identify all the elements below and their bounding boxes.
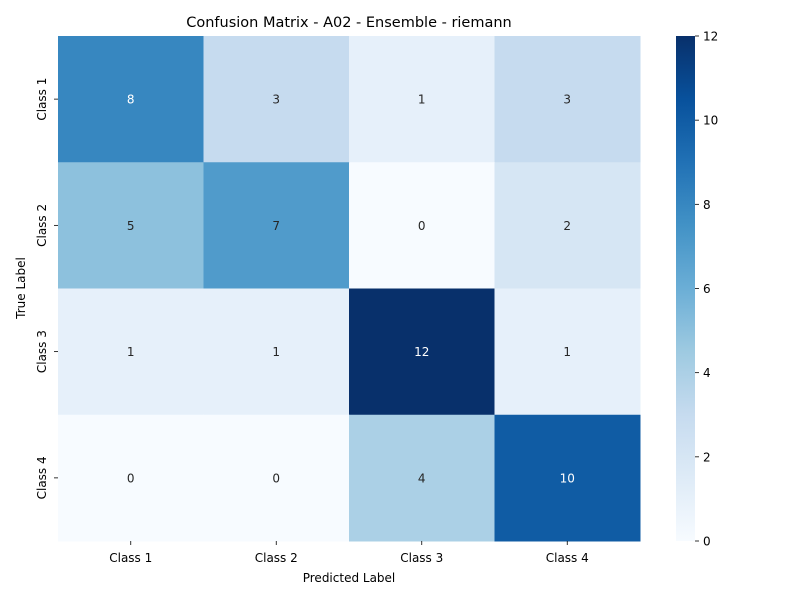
heatmap-cell	[494, 162, 641, 289]
colorbar-tick-label: 10	[703, 114, 718, 128]
x-tick-label: Class 3	[400, 551, 443, 565]
heatmap-cell	[203, 162, 350, 289]
y-axis-ticks: Class 1 Class 2 Class 3 Class 4	[35, 78, 58, 499]
colorbar-tick-label: 2	[703, 450, 711, 464]
cell-value-label: 4	[418, 471, 426, 485]
cell-value-label: 12	[414, 345, 429, 359]
heatmap-cell	[203, 414, 350, 542]
heatmap-cell-labels: 8 3 1 35 7 0 21 1 12 10 0 4 10	[127, 93, 575, 486]
heatmap-cell	[58, 288, 204, 416]
cell-value-label: 5	[127, 219, 135, 233]
colorbar-ticks: 0 2 4 6 8 10 12	[695, 30, 718, 549]
y-tick-label: Class 4	[35, 456, 49, 499]
colorbar	[676, 36, 695, 541]
colorbar-tick-label: 8	[703, 198, 711, 212]
colorbar-tick-label: 12	[703, 30, 718, 44]
heatmap-cell	[58, 162, 204, 289]
cell-value-label: 1	[563, 345, 571, 359]
colorbar-tick-label: 6	[703, 282, 711, 296]
heatmap-cells	[58, 36, 641, 542]
heatmap-cell	[349, 288, 495, 416]
cell-value-label: 7	[272, 219, 280, 233]
y-tick-label: Class 2	[35, 204, 49, 247]
colorbar-tick-label: 0	[703, 535, 711, 549]
heatmap-cell	[494, 288, 641, 416]
cell-value-label: 1	[418, 93, 426, 107]
cell-value-label: 3	[563, 93, 571, 107]
heatmap-cell	[349, 162, 495, 289]
cell-value-label: 0	[127, 471, 135, 485]
cell-value-label: 1	[127, 345, 135, 359]
x-tick-label: Class 4	[546, 551, 589, 565]
chart-title: Confusion Matrix - A02 - Ensemble - riem…	[186, 15, 512, 31]
heatmap-cell	[58, 36, 204, 163]
cell-value-label: 1	[272, 345, 280, 359]
y-axis-label: True Label	[14, 257, 28, 320]
cell-value-label: 10	[560, 471, 575, 485]
heatmap-cell	[203, 36, 350, 163]
heatmap-cell	[349, 36, 495, 163]
colorbar-tick-label: 4	[703, 366, 711, 380]
x-tick-label: Class 2	[255, 551, 298, 565]
cell-value-label: 8	[127, 93, 135, 107]
heatmap-cell	[349, 414, 495, 542]
heatmap-cell	[494, 36, 641, 163]
heatmap-cell	[494, 414, 641, 542]
cell-value-label: 0	[418, 219, 426, 233]
cell-value-label: 3	[272, 93, 280, 107]
cell-value-label: 2	[563, 219, 571, 233]
y-tick-label: Class 1	[35, 78, 49, 121]
cell-value-label: 0	[272, 471, 280, 485]
heatmap-cell	[203, 288, 350, 416]
y-tick-label: Class 3	[35, 330, 49, 373]
x-axis-ticks: Class 1 Class 2 Class 3 Class 4	[109, 541, 589, 565]
x-tick-label: Class 1	[109, 551, 152, 565]
heatmap-cell	[58, 414, 204, 542]
x-axis-label: Predicted Label	[303, 571, 396, 585]
